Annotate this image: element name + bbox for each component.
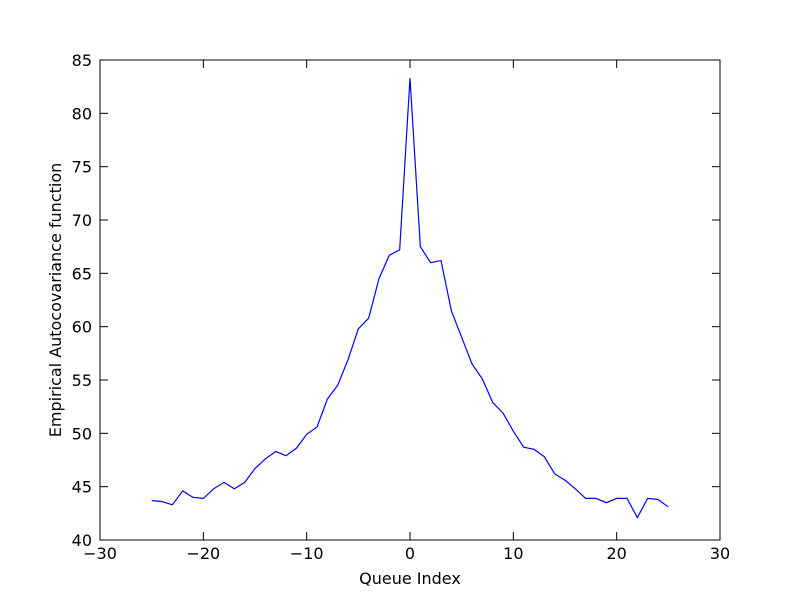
y-tick-label: 70: [72, 211, 92, 230]
x-axis-label: Queue Index: [359, 569, 461, 588]
y-axis-label: Empirical Autocovariance function: [46, 163, 65, 438]
y-tick-label: 60: [72, 318, 92, 337]
x-tick-label: 0: [405, 544, 415, 563]
y-tick-label: 75: [72, 158, 92, 177]
y-tick-label: 55: [72, 371, 92, 390]
x-tick-label: −30: [83, 544, 117, 563]
x-tick-label: −10: [290, 544, 324, 563]
x-tick-label: 20: [606, 544, 626, 563]
y-tick-label: 85: [72, 51, 92, 70]
y-tick-label: 50: [72, 424, 92, 443]
y-tick-label: 40: [72, 531, 92, 550]
y-tick-label: 80: [72, 104, 92, 123]
x-tick-label: −20: [186, 544, 220, 563]
line: [151, 78, 669, 519]
x-tick-label: 30: [710, 544, 730, 563]
y-tick-label: 65: [72, 264, 92, 283]
plot-frame: [99, 59, 721, 541]
x-tick-label: 10: [503, 544, 523, 563]
y-tick-label: 45: [72, 478, 92, 497]
